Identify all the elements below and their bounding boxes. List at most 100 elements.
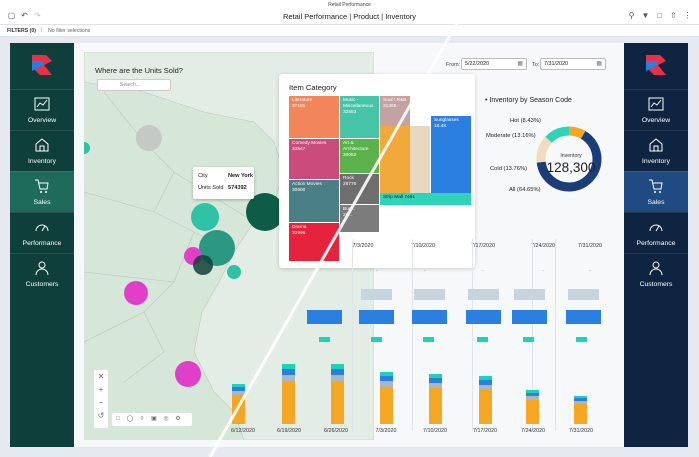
bookmark-icon[interactable]: □: [657, 11, 662, 20]
tile-strip-mall[interactable]: Strip Mall 7481: [380, 193, 471, 205]
stacked-bar-segment[interactable]: [526, 396, 539, 400]
stacked-bar-segment[interactable]: [232, 395, 245, 424]
collapse-icon[interactable]: ✕: [97, 372, 105, 381]
select-rect-icon[interactable]: □: [116, 416, 120, 422]
stacked-bar-segment[interactable]: [331, 364, 344, 369]
from-date-value: 5/22/2020: [465, 61, 489, 67]
stacked-bar-segment[interactable]: [232, 387, 245, 392]
stacked-bar-segment[interactable]: [282, 368, 295, 375]
sidebar-item-inventory[interactable]: Inventory: [10, 130, 74, 171]
search-icon[interactable]: ⚲: [628, 11, 635, 20]
stacked-bar-segment[interactable]: [282, 364, 295, 369]
tile-literature[interactable]: Literature 37101: [289, 96, 339, 138]
sidebar-item-performance[interactable]: Performance: [10, 212, 74, 253]
sidebar-item-overview[interactable]: Overview: [10, 89, 74, 130]
from-label: From:: [446, 62, 461, 68]
stacked-bar-segment[interactable]: [282, 374, 295, 381]
tile-action-movies[interactable]: Action Movies 30500: [289, 180, 339, 222]
week-bar-teal: [423, 337, 434, 342]
stacked-bar-segment[interactable]: [526, 390, 539, 393]
stacked-bar-segment[interactable]: [574, 398, 587, 402]
stacked-bar-segment[interactable]: [282, 380, 295, 424]
stacked-bar-segment[interactable]: [380, 376, 393, 382]
week-bar-blue: [307, 310, 342, 324]
donut-center-value: 128,300: [546, 160, 596, 175]
line-chart-icon: [34, 97, 50, 111]
reset-view-icon[interactable]: ↺: [97, 411, 105, 420]
stacked-bar-segment[interactable]: [526, 399, 539, 424]
cart-icon: [35, 179, 49, 193]
tile-misc-light[interactable]: [410, 126, 430, 193]
stacked-bar-segment[interactable]: [479, 384, 492, 390]
sidebar-item-sales[interactable]: Sales: [624, 171, 688, 212]
sidebar-item-label: Inventory: [28, 158, 56, 165]
filters-label[interactable]: FILTERS (0): [7, 28, 37, 34]
tile-comedy-movies[interactable]: Comedy Movies 32547: [289, 139, 339, 179]
week-bar-light: [568, 289, 599, 300]
stacked-bar-segment[interactable]: [574, 396, 587, 399]
filter-icon[interactable]: ▼: [641, 11, 650, 20]
tile-music-misc[interactable]: Music - Miscellaneous 32553: [340, 96, 379, 138]
stacked-bar-segment[interactable]: [574, 403, 587, 424]
more-icon[interactable]: ⋮: [683, 11, 692, 20]
sidebar-item-inventory[interactable]: Inventory: [624, 130, 688, 171]
layers-icon[interactable]: ◊: [140, 416, 144, 422]
stacked-bar-segment[interactable]: [526, 392, 539, 397]
zoom-out-icon[interactable]: −: [98, 398, 104, 407]
filter-bar: FILTERS (0) | No filter selections: [0, 25, 699, 37]
zoom-in-icon[interactable]: +: [98, 385, 104, 394]
to-date-input[interactable]: 7/31/2020 ▦: [540, 58, 606, 70]
stacked-bar-segment[interactable]: [429, 383, 442, 388]
from-date-input[interactable]: 5/22/2020 ▦: [461, 58, 527, 70]
week-header: 7/10/2020: [411, 243, 435, 249]
lasso-icon[interactable]: ◯: [126, 416, 134, 422]
sidebar-item-customers[interactable]: Customers: [10, 253, 74, 294]
donut-label-cold: Cold (13.76%): [490, 166, 528, 172]
sidebar-item-sales[interactable]: Sales: [10, 171, 74, 212]
stacked-bar-segment[interactable]: [232, 384, 245, 388]
stacked-bar-segment[interactable]: [380, 372, 393, 377]
week-header: 7/24/2020: [531, 243, 555, 249]
calendar-icon[interactable]: ▦: [517, 61, 523, 67]
stacked-bar-segment[interactable]: [331, 380, 344, 424]
sidebar-item-customers[interactable]: Customers: [624, 253, 688, 294]
stacked-bar-segment[interactable]: [574, 401, 587, 404]
stacked-bar-segment[interactable]: [429, 378, 442, 383]
sidebar-item-label: Sales: [33, 199, 51, 206]
stacked-bar-segment[interactable]: [331, 368, 344, 375]
settings-icon[interactable]: ⚙: [175, 416, 181, 422]
tile-rock[interactable]: Rock 28776: [340, 174, 379, 204]
map-toolbar: □ ◯ ◊ ▣ ◎ ⚙: [112, 413, 192, 426]
redo-icon[interactable]: ↷: [34, 11, 41, 20]
share-icon[interactable]: ⇧: [670, 11, 677, 20]
sidebar-item-label: Performance: [22, 240, 62, 247]
globe-icon[interactable]: ◎: [163, 416, 169, 422]
week-header: 7/17/2020: [471, 243, 495, 249]
undo-icon[interactable]: ↶: [21, 11, 28, 20]
sidebar-item-performance[interactable]: Performance: [624, 212, 688, 253]
stacked-bar-segment[interactable]: [380, 386, 393, 424]
tile-sunglasses[interactable]: Sunglasses 18.4K: [431, 116, 471, 193]
stacked-bar-segment[interactable]: [232, 391, 245, 396]
stacked-bar-segment[interactable]: [429, 374, 442, 378]
stacked-bar-segment[interactable]: [331, 374, 344, 381]
tile-drama[interactable]: Drama 32996: [289, 223, 339, 261]
calendar-icon[interactable]: ▦: [596, 61, 602, 67]
donut-center-label: Inventory: [560, 153, 582, 159]
stacked-bar-segment[interactable]: [479, 389, 492, 424]
document-icon[interactable]: ▢: [7, 11, 16, 20]
stacked-bar-segment[interactable]: [429, 388, 442, 424]
tile-soul-rb[interactable]: Soul / R&B 31365: [380, 96, 410, 126]
to-label: To:: [532, 62, 540, 68]
map-search-input[interactable]: Search...: [97, 79, 171, 91]
week-bar-teal: [319, 337, 330, 342]
sidebar-item-overview[interactable]: Overview: [624, 89, 688, 130]
stacked-bar-segment[interactable]: [380, 381, 393, 387]
square-icon[interactable]: ▣: [151, 416, 157, 422]
week-bar-light: [468, 289, 499, 300]
week-bar-blue: [566, 310, 601, 324]
stacked-bar-segment[interactable]: [479, 379, 492, 385]
tile-art-architecture[interactable]: Art & Architecture 30052: [340, 139, 379, 173]
tile-business[interactable]: Bus... 26...: [340, 205, 379, 232]
stacked-bar-segment[interactable]: [479, 376, 492, 380]
